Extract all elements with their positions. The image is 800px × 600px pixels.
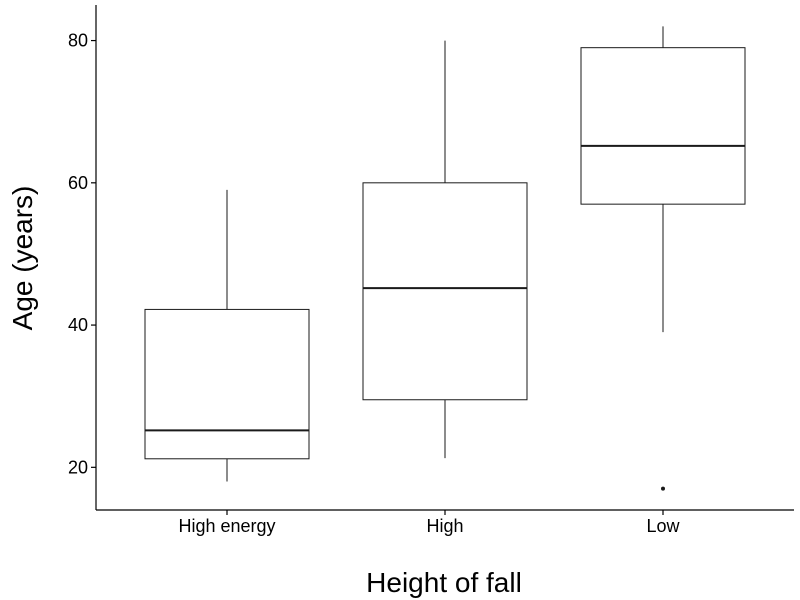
- y-tick-label: 40: [68, 315, 88, 335]
- box-high-energy: [144, 189, 310, 482]
- box-low: [580, 26, 746, 491]
- x-tick-label: High: [426, 516, 463, 536]
- box-high: [362, 40, 528, 459]
- y-tick-label: 80: [68, 31, 88, 51]
- iqr-box: [362, 182, 528, 401]
- iqr-box: [580, 47, 746, 205]
- x-ticks: High energy High Low: [178, 510, 681, 536]
- boxes: [144, 26, 746, 491]
- y-ticks: 20 40 60 80: [68, 31, 96, 477]
- x-tick-label: High energy: [178, 516, 275, 536]
- y-tick-label: 60: [68, 173, 88, 193]
- y-tick-label: 20: [68, 457, 88, 477]
- y-axis-title: Age (years): [7, 186, 38, 331]
- x-tick-label: Low: [646, 516, 680, 536]
- x-axis-title: Height of fall: [366, 567, 522, 598]
- outlier-point: [661, 486, 665, 491]
- iqr-box: [144, 308, 310, 460]
